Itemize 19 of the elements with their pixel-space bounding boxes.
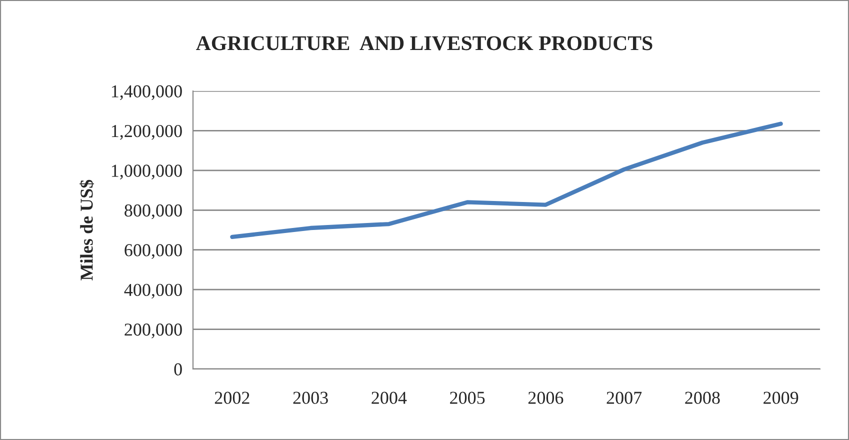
x-tick-label: 2009 xyxy=(764,392,798,404)
line-series xyxy=(230,122,783,240)
y-tick-label: 600,000 xyxy=(124,244,182,259)
x-tick-label: 2003 xyxy=(293,392,328,404)
y-tick-label: 1,000,000 xyxy=(112,164,182,180)
y-tick-label: 1,200,000 xyxy=(112,124,182,140)
x-tick-label: 2008 xyxy=(685,392,720,404)
x-tick-label: 2002 xyxy=(214,392,250,404)
y-tick-label: 1,400,000 xyxy=(112,85,182,100)
y-tick-label: 0 xyxy=(174,363,182,376)
x-tick-label: 2005 xyxy=(450,392,485,404)
x-tick-label: 2007 xyxy=(606,392,642,404)
x-tick-label: 2006 xyxy=(528,392,564,404)
chart-title: AGRICULTURE AND LIVESTOCK PRODUCTS xyxy=(196,36,652,50)
y-tick-label: 400,000 xyxy=(124,284,182,299)
y-axis-title: Miles de US$ xyxy=(80,180,94,280)
y-tick-label: 800,000 xyxy=(124,204,182,220)
x-tick-label: 2004 xyxy=(372,392,407,404)
y-tick-label: 200,000 xyxy=(124,324,182,338)
